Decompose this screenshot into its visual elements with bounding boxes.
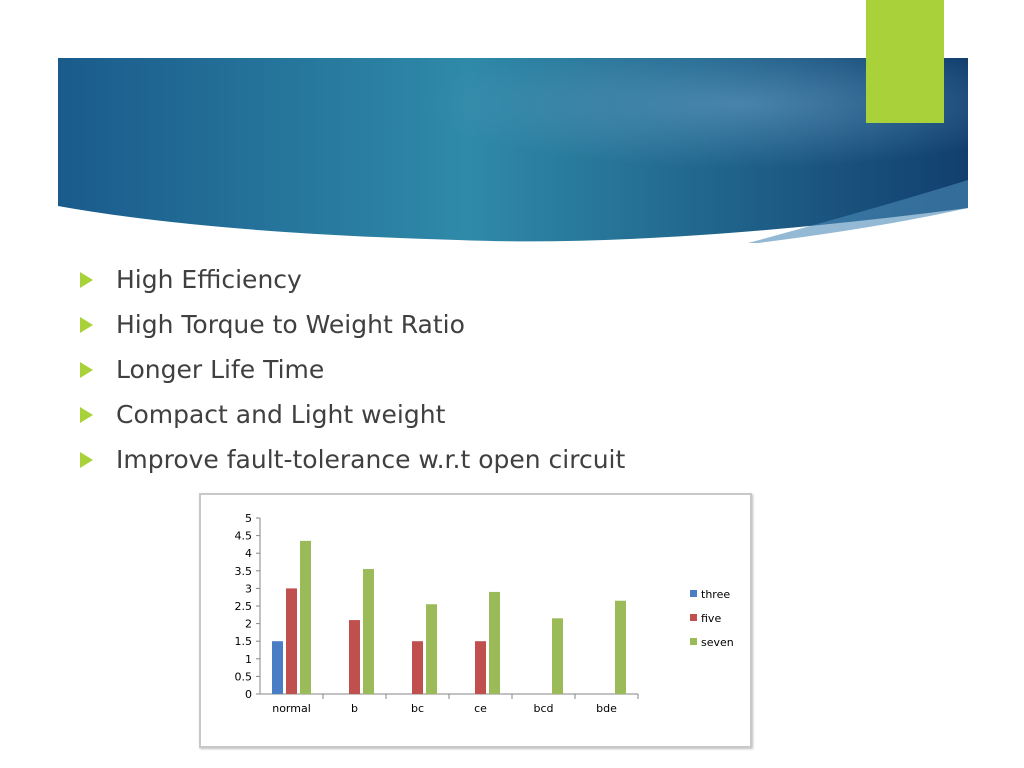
bullet-list: High Efficiency High Torque to Weight Ra… [78, 262, 625, 487]
y-tick-label: 3.5 [235, 565, 253, 578]
bar-seven [363, 569, 374, 694]
bullet-arrow-icon [80, 272, 93, 288]
bar-seven [300, 540, 311, 694]
legend-label: seven [701, 636, 734, 649]
bullet-item: High Torque to Weight Ratio [78, 307, 625, 352]
x-tick-label: ce [474, 702, 487, 715]
bar-five [349, 620, 360, 694]
legend-label: five [701, 612, 721, 625]
x-tick-label: b [351, 702, 358, 715]
bullet-arrow-icon [80, 317, 93, 333]
bullet-item: Longer Life Time [78, 352, 625, 397]
legend-swatch [690, 614, 697, 621]
y-tick-label: 2.5 [235, 600, 253, 613]
bullet-arrow-icon [80, 362, 93, 378]
x-tick-label: bc [411, 702, 424, 715]
y-tick-label: 4.5 [235, 530, 253, 543]
accent-bar [866, 0, 944, 123]
bullet-item: Compact and Light weight [78, 397, 625, 442]
bar-chart: 0 0.5 1 1.5 2 2.5 3 3.5 4 4.5 5 normal b bc ce bcd bde th… [235, 512, 734, 715]
header-banner [58, 58, 968, 243]
bullet-item: Improve fault-tolerance w.r.t open circu… [78, 442, 625, 487]
y-tick-label: 1.5 [235, 635, 253, 648]
y-tick-label: 3 [245, 582, 252, 595]
bar-five [412, 641, 423, 694]
bar-five [286, 588, 297, 694]
bar-chart-frame: 0 0.5 1 1.5 2 2.5 3 3.5 4 4.5 5 normal b bc ce bcd bde th… [199, 493, 752, 748]
x-tick-label: normal [272, 702, 311, 715]
x-tick-label: bcd [533, 702, 553, 715]
bar-seven [552, 618, 563, 694]
bar-seven [615, 600, 626, 694]
bullet-arrow-icon [80, 452, 93, 468]
y-tick-label: 5 [245, 512, 252, 525]
bullet-text: Longer Life Time [116, 355, 325, 384]
x-tick-label: bde [596, 702, 617, 715]
bullet-arrow-icon [80, 407, 93, 423]
bullet-text: High Torque to Weight Ratio [116, 310, 465, 339]
legend-swatch [690, 638, 697, 645]
bullet-item: High Efficiency [78, 262, 625, 307]
y-tick-label: 0.5 [235, 670, 253, 683]
bar-three [272, 641, 283, 694]
legend-swatch [690, 590, 697, 597]
bullet-text: Compact and Light weight [116, 400, 446, 429]
bar-five [475, 641, 486, 694]
y-tick-label: 2 [245, 618, 252, 631]
bullet-text: High Efficiency [116, 265, 302, 294]
y-tick-label: 0 [245, 688, 252, 701]
bullet-text: Improve fault-tolerance w.r.t open circu… [116, 445, 626, 474]
bar-seven [426, 604, 437, 694]
bar-seven [489, 591, 500, 694]
legend-label: three [701, 588, 730, 601]
y-tick-label: 4 [245, 547, 252, 560]
y-tick-label: 1 [245, 653, 252, 666]
